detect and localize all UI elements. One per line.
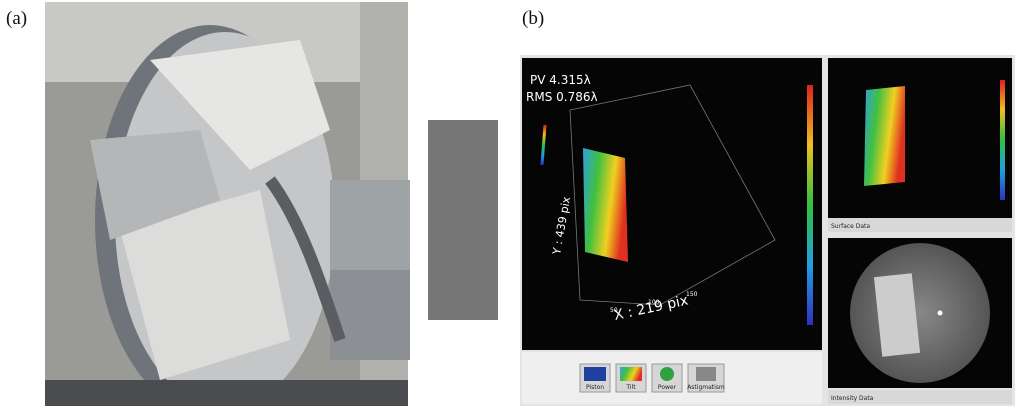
panel-caption: Intensity Data (831, 395, 874, 402)
panel-label: (b) (522, 8, 544, 29)
panel-label: (a) (6, 8, 27, 29)
x-tick-label: 150 (686, 291, 698, 298)
button-label[interactable]: Piston (586, 384, 604, 391)
photo (45, 2, 498, 406)
pv-value: PV 4.315λ (530, 73, 591, 87)
x-tick-label: 100 (648, 299, 660, 306)
button[interactable]: Tilt (615, 363, 647, 393)
button[interactable]: Astigmatism (687, 363, 725, 393)
button[interactable]: Power (651, 363, 683, 393)
button-label[interactable]: Astigmatism (687, 384, 725, 391)
rms-value: RMS 0.786λ (526, 90, 598, 104)
x-tick-label: 50 (610, 307, 618, 314)
software-screenshot: PV 4.315λ RMS 0.786λ X : 219 pix Y : 439… (520, 55, 1015, 406)
button-label[interactable]: Power (658, 384, 677, 391)
button-label[interactable]: Tilt (625, 384, 636, 391)
button[interactable]: Piston (579, 363, 611, 393)
panel-caption: Surface Data (831, 223, 870, 230)
